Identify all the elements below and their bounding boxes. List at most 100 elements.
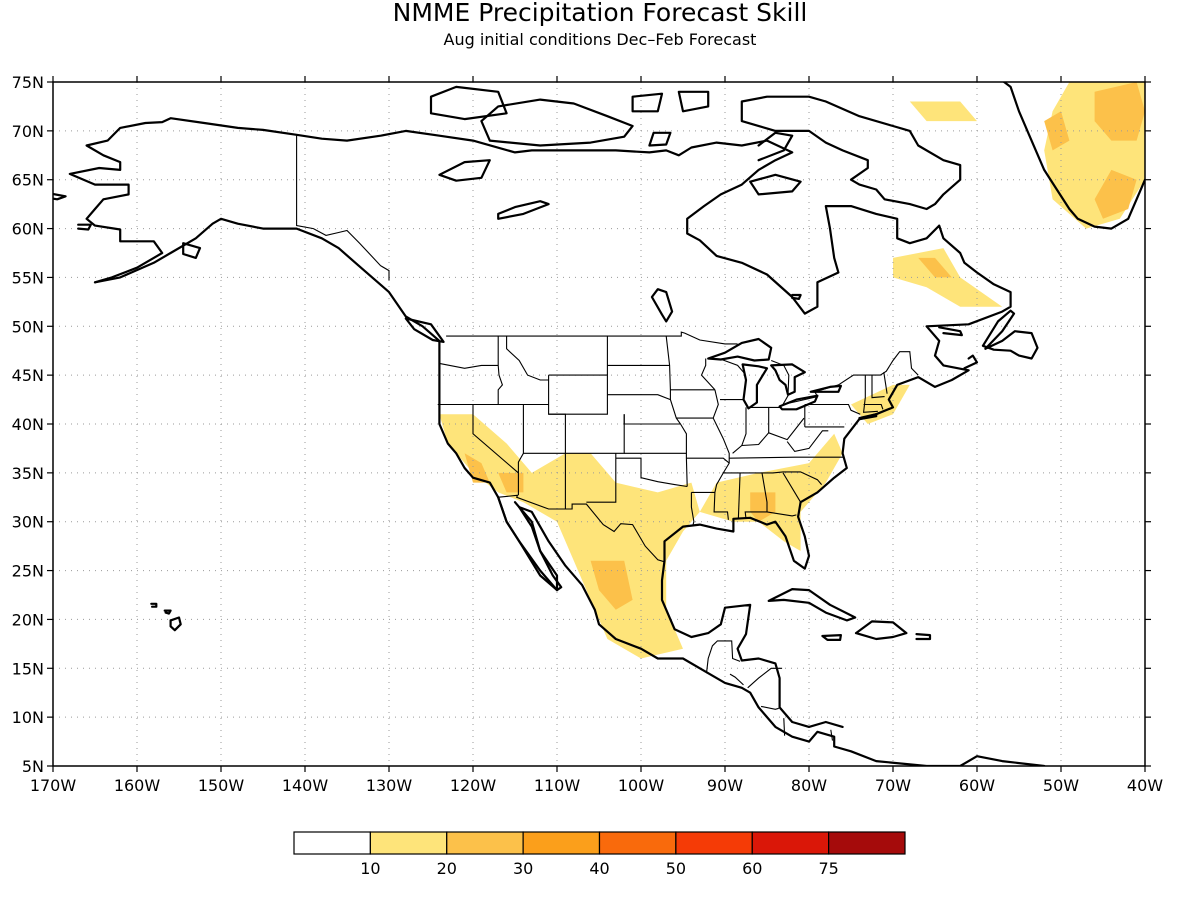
lake-lake-superior xyxy=(707,337,773,362)
lon-tick-label: 110W xyxy=(534,776,581,795)
border-central-america-1 xyxy=(729,673,744,686)
lake-lake-winnipeg xyxy=(650,288,674,323)
graticule-layer xyxy=(53,82,1145,766)
border-wv-va xyxy=(786,430,829,453)
lake-lake-huron xyxy=(770,363,806,396)
colorbar-swatch xyxy=(598,831,677,855)
coastline-akimiski xyxy=(791,293,802,300)
coastline-hawaii xyxy=(169,616,182,632)
colorbar-label: 60 xyxy=(742,859,762,878)
coastline-nova-scotia-cape-breton xyxy=(963,354,979,370)
colorbar: 10 20 30 40 50 60 75 xyxy=(293,831,906,878)
colorbar-swatch xyxy=(446,831,524,855)
skill-region-arizona-core xyxy=(498,472,524,493)
lat-tick-label: 65N xyxy=(12,171,44,190)
border-ca-nv xyxy=(472,404,519,496)
border-nv-east-ut-west xyxy=(517,404,524,473)
colorbar-swatch xyxy=(293,831,371,855)
colorbar-swatch xyxy=(828,831,906,855)
border-nh-me xyxy=(883,372,888,394)
lon-tick-label: 50W xyxy=(1043,776,1079,795)
skill-region-greenland-south-core xyxy=(1094,169,1137,219)
border-mn-wi xyxy=(700,358,716,391)
skill-region-greenland-east-core xyxy=(1094,82,1145,141)
border-wi-mi-up xyxy=(721,358,746,375)
skill-region-us-southwest-mexico xyxy=(439,414,700,659)
coastline-st-lawrence-island xyxy=(53,192,67,201)
lon-tick-label: 80W xyxy=(791,776,827,795)
latitude-axis: 75N 70N 65N 60N 55N 50N 45N 40N 35N 30N 25N 20N 15N 1… xyxy=(12,73,1151,776)
lake-lake-michigan xyxy=(741,363,769,410)
border-tx-la xyxy=(690,492,695,525)
border-vt-nh xyxy=(871,375,885,399)
coastline-somerset-island xyxy=(677,90,710,113)
lon-tick-label: 130W xyxy=(366,776,413,795)
colorbar-label: 30 xyxy=(513,859,533,878)
border-ne-ks xyxy=(623,414,681,425)
lat-tick-label: 55N xyxy=(12,268,44,287)
coastline-north-america-mainland xyxy=(93,217,1046,766)
lat-tick-label: 60N xyxy=(12,220,44,239)
border-sd-ne xyxy=(607,394,671,401)
border-id-mt xyxy=(506,336,549,381)
colorbar-swatch xyxy=(751,831,830,855)
lat-tick-label: 40N xyxy=(12,415,44,434)
coastline-cuba xyxy=(767,588,857,622)
coastline-baffin-island xyxy=(740,95,962,211)
border-pa-ny xyxy=(804,403,861,415)
border-nm-tx xyxy=(586,453,617,503)
skill-region-alabama-core xyxy=(750,492,776,522)
coastline-greenland xyxy=(1002,82,1145,230)
lon-tick-label: 70W xyxy=(875,776,911,795)
colorbar-label: 40 xyxy=(589,859,609,878)
lon-tick-label: 120W xyxy=(450,776,497,795)
coastline-kodiak xyxy=(182,242,202,259)
colorbar-label: 20 xyxy=(437,859,457,878)
border-il-in xyxy=(741,407,747,446)
border-us-canada-49th-parallel xyxy=(446,331,738,345)
coastline-victoria-island xyxy=(480,98,634,147)
border-ohio-river xyxy=(732,417,805,454)
skill-shading-layer xyxy=(439,82,1145,659)
lat-tick-label: 5N xyxy=(22,757,44,776)
coastline-layer xyxy=(53,82,1145,766)
border-us-canada-east xyxy=(771,351,919,406)
coastline-melville-peninsula xyxy=(757,131,794,162)
lat-tick-label: 70N xyxy=(12,122,44,141)
coastline-oahu xyxy=(150,602,158,608)
border-wa-or xyxy=(439,362,499,369)
map-plot-area xyxy=(53,82,1145,766)
border-id-east xyxy=(497,336,504,405)
skill-region-mexico-core xyxy=(590,560,633,610)
coastline-newfoundland xyxy=(981,309,1039,360)
coastline-anticosti xyxy=(938,326,963,337)
lat-tick-label: 45N xyxy=(12,366,44,385)
border-us-mexico xyxy=(497,494,665,563)
border-ga-sc xyxy=(782,472,802,503)
border-ms-al xyxy=(737,472,741,518)
lake-great-bear-lake xyxy=(438,159,491,182)
lon-tick-label: 90W xyxy=(707,776,743,795)
coastline-maui xyxy=(163,609,172,615)
border-ar-la xyxy=(691,491,729,520)
political-borders-layer xyxy=(296,134,919,741)
coastline-nunivak xyxy=(77,223,92,231)
border-alaska-canada xyxy=(296,134,390,281)
lon-tick-label: 150W xyxy=(198,776,245,795)
lon-tick-label: 170W xyxy=(30,776,77,795)
border-central-america-3 xyxy=(760,705,779,710)
border-tn-south xyxy=(722,471,823,485)
lake-great-slave-lake xyxy=(497,200,550,220)
border-ne-ia-mo-west xyxy=(669,399,688,487)
skill-region-baffin-east xyxy=(909,101,977,122)
lake-lake-erie xyxy=(778,394,819,411)
border-central-america-2 xyxy=(747,667,783,689)
border-co-south-ks xyxy=(565,414,625,454)
lon-tick-label: 100W xyxy=(618,776,665,795)
figure-title: NMME Precipitation Forecast Skill xyxy=(393,0,808,27)
border-ut-co xyxy=(523,413,566,454)
lat-tick-label: 50N xyxy=(12,317,44,336)
border-ok-tx-panhandle xyxy=(615,457,688,488)
figure-subtitle: Aug initial conditions Dec–Feb Forecast xyxy=(444,30,757,49)
lon-tick-label: 40W xyxy=(1127,776,1163,795)
